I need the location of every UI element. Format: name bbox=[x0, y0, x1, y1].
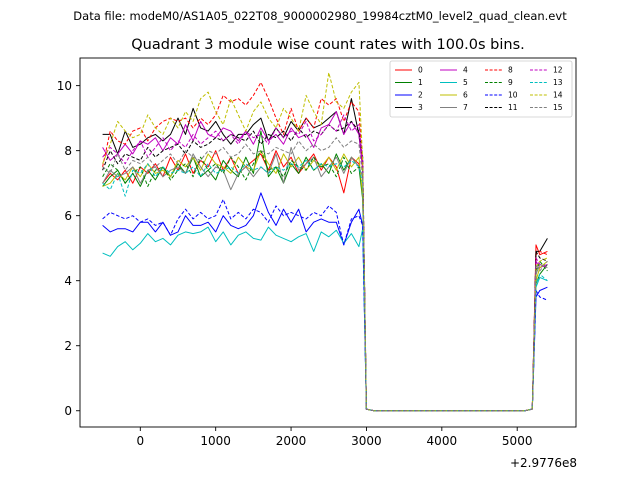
legend-label-15: 15 bbox=[553, 103, 563, 112]
y-tick-label: 8 bbox=[64, 144, 72, 158]
y-tick-label: 2 bbox=[64, 339, 72, 353]
y-tick-label: 6 bbox=[64, 209, 72, 223]
y-tick-label: 4 bbox=[64, 274, 72, 288]
legend-label-14: 14 bbox=[553, 91, 563, 100]
series-line-6 bbox=[102, 150, 548, 412]
x-tick-label: 4000 bbox=[427, 434, 458, 448]
legend-label-1: 1 bbox=[418, 78, 423, 87]
legend-label-7: 7 bbox=[463, 103, 468, 112]
series-line-9 bbox=[102, 150, 548, 412]
figure-suptitle: Data file: modeM0/AS1A05_022T08_90000029… bbox=[73, 9, 567, 23]
legend-label-3: 3 bbox=[418, 103, 423, 112]
x-tick-label: 0 bbox=[136, 434, 144, 448]
x-offset-label: +2.9776e8 bbox=[510, 456, 577, 470]
series-line-7 bbox=[102, 146, 548, 412]
legend-label-13: 13 bbox=[553, 78, 563, 87]
series-line-14 bbox=[102, 72, 548, 412]
series-line-2 bbox=[102, 192, 548, 412]
series-line-5 bbox=[102, 226, 548, 412]
legend-label-6: 6 bbox=[463, 91, 468, 100]
tick-layer: 0 1000 2000 3000 4000 5000 0 2 4 6 8 10 bbox=[57, 79, 533, 448]
series-line-15 bbox=[102, 137, 548, 412]
legend-label-5: 5 bbox=[463, 78, 468, 87]
legend-label-10: 10 bbox=[508, 91, 518, 100]
legend-label-11: 11 bbox=[508, 103, 518, 112]
legend-box bbox=[389, 60, 573, 118]
plot-frame bbox=[79, 57, 577, 428]
series-line-1 bbox=[102, 130, 548, 412]
series-line-10 bbox=[102, 198, 548, 412]
series-line-12 bbox=[102, 114, 548, 412]
x-tick-label: 3000 bbox=[351, 434, 382, 448]
y-tick-label: 0 bbox=[64, 404, 72, 418]
series-layer bbox=[102, 72, 548, 412]
legend-label-2: 2 bbox=[418, 91, 423, 100]
series-line-13 bbox=[102, 159, 548, 412]
series-line-8 bbox=[102, 81, 548, 412]
series-line-0 bbox=[102, 150, 548, 412]
x-tick-label: 1000 bbox=[200, 434, 231, 448]
chart-title: Quadrant 3 module wise count rates with … bbox=[131, 37, 525, 53]
legend-label-0: 0 bbox=[418, 66, 423, 75]
x-tick-label: 5000 bbox=[502, 434, 533, 448]
legend-label-9: 9 bbox=[508, 78, 513, 87]
series-line-3 bbox=[102, 98, 548, 412]
y-tick-label: 10 bbox=[57, 79, 72, 93]
legend-label-4: 4 bbox=[463, 66, 468, 75]
x-tick-label: 2000 bbox=[276, 434, 307, 448]
legend-label-8: 8 bbox=[508, 66, 513, 75]
legend-label-12: 12 bbox=[553, 66, 563, 75]
series-line-4 bbox=[102, 111, 548, 412]
